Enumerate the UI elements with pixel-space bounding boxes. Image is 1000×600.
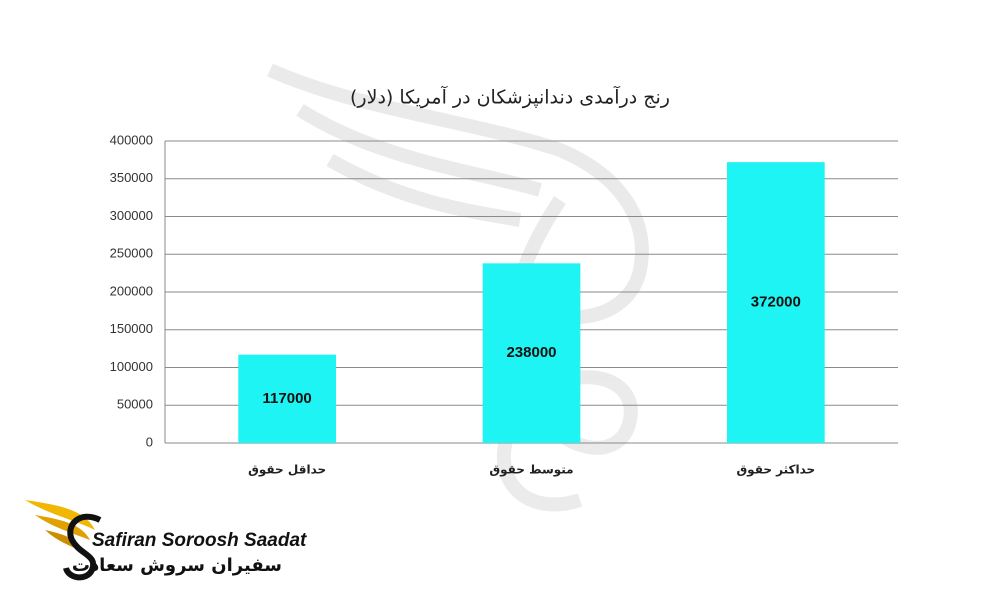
y-tick-label: 300000 <box>110 208 153 223</box>
y-tick-label: 0 <box>146 434 153 449</box>
y-tick-label: 250000 <box>110 246 153 261</box>
value-label: 238000 <box>506 344 556 361</box>
value-label: 117000 <box>263 390 312 407</box>
x-tick-label: متوسط حقوق <box>489 463 573 478</box>
logo-wing <box>35 515 90 540</box>
bar <box>238 354 337 443</box>
logo-name-en: Safiran Soroosh Saadat <box>92 530 307 551</box>
y-tick-label: 100000 <box>110 359 153 374</box>
brand-logo: Safiran Soroosh Saadat سفیران سروش سعادت <box>25 500 307 581</box>
bar <box>482 263 581 443</box>
value-label: 372000 <box>751 294 801 311</box>
y-tick-label: 150000 <box>110 321 153 336</box>
y-tick-label: 400000 <box>110 132 153 147</box>
logo-s <box>63 513 102 581</box>
logo-name-fa: سفیران سروش سعادت <box>72 555 282 576</box>
x-tick-label: حداکثر حقوق <box>736 463 815 478</box>
bar <box>726 162 825 443</box>
y-tick-label: 200000 <box>110 283 153 298</box>
chart-title: رنج درآمدی دندانپزشکان در آمریکا (دلار) <box>350 85 670 109</box>
x-tick-label: حداقل حقوق <box>248 463 326 478</box>
y-tick-label: 50000 <box>117 397 153 412</box>
y-tick-label: 350000 <box>110 170 153 185</box>
